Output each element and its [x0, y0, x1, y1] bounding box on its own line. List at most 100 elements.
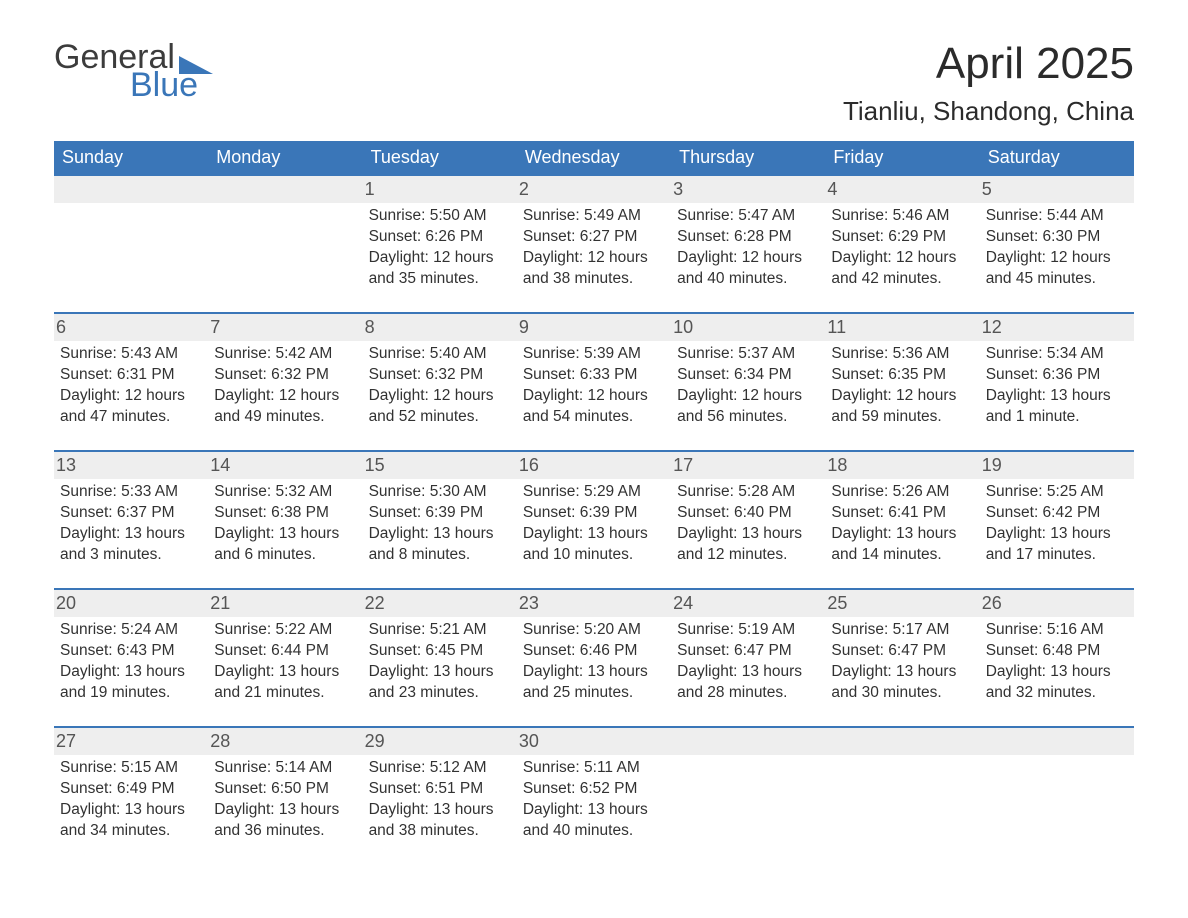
calendar-day-cell: 21Sunrise: 5:22 AMSunset: 6:44 PMDayligh…: [208, 588, 362, 726]
day-number-bar: [980, 726, 1134, 755]
daylight-text: Daylight: 13 hours and 21 minutes.: [214, 662, 356, 704]
sunset-text: Sunset: 6:47 PM: [831, 641, 973, 662]
day-number-bar: [671, 726, 825, 755]
day-number-bar: 10: [671, 312, 825, 341]
calendar-day-cell: [54, 174, 208, 312]
day-number-bar: 2: [517, 174, 671, 203]
sunrise-text: Sunrise: 5:34 AM: [986, 344, 1128, 365]
weekday-header: Wednesday: [517, 141, 671, 174]
sunset-text: Sunset: 6:32 PM: [369, 365, 511, 386]
sunrise-text: Sunrise: 5:19 AM: [677, 620, 819, 641]
day-body: Sunrise: 5:37 AMSunset: 6:34 PMDaylight:…: [677, 344, 819, 428]
day-number-bar: 23: [517, 588, 671, 617]
calendar-day-cell: 30Sunrise: 5:11 AMSunset: 6:52 PMDayligh…: [517, 726, 671, 864]
day-body: Sunrise: 5:39 AMSunset: 6:33 PMDaylight:…: [523, 344, 665, 428]
daylight-text: Daylight: 13 hours and 10 minutes.: [523, 524, 665, 566]
sunrise-text: Sunrise: 5:29 AM: [523, 482, 665, 503]
calendar-day-cell: 8Sunrise: 5:40 AMSunset: 6:32 PMDaylight…: [363, 312, 517, 450]
day-number-bar: 18: [825, 450, 979, 479]
day-body: Sunrise: 5:14 AMSunset: 6:50 PMDaylight:…: [214, 758, 356, 842]
day-body: Sunrise: 5:25 AMSunset: 6:42 PMDaylight:…: [986, 482, 1128, 566]
sunrise-text: Sunrise: 5:42 AM: [214, 344, 356, 365]
calendar-week-row: 1Sunrise: 5:50 AMSunset: 6:26 PMDaylight…: [54, 174, 1134, 312]
sunset-text: Sunset: 6:41 PM: [831, 503, 973, 524]
day-number-bar: 22: [363, 588, 517, 617]
daylight-text: Daylight: 13 hours and 3 minutes.: [60, 524, 202, 566]
sunset-text: Sunset: 6:35 PM: [831, 365, 973, 386]
day-number-bar: 12: [980, 312, 1134, 341]
sunrise-text: Sunrise: 5:28 AM: [677, 482, 819, 503]
calendar-day-cell: 9Sunrise: 5:39 AMSunset: 6:33 PMDaylight…: [517, 312, 671, 450]
day-body: Sunrise: 5:24 AMSunset: 6:43 PMDaylight:…: [60, 620, 202, 704]
daylight-text: Daylight: 13 hours and 34 minutes.: [60, 800, 202, 842]
sunset-text: Sunset: 6:26 PM: [369, 227, 511, 248]
header-row: General Blue April 2025 Tianliu, Shandon…: [54, 40, 1134, 127]
daylight-text: Daylight: 13 hours and 1 minute.: [986, 386, 1128, 428]
sunrise-text: Sunrise: 5:33 AM: [60, 482, 202, 503]
daylight-text: Daylight: 12 hours and 42 minutes.: [831, 248, 973, 290]
calendar-day-cell: 5Sunrise: 5:44 AMSunset: 6:30 PMDaylight…: [980, 174, 1134, 312]
sunrise-text: Sunrise: 5:11 AM: [523, 758, 665, 779]
sunrise-text: Sunrise: 5:44 AM: [986, 206, 1128, 227]
sunset-text: Sunset: 6:50 PM: [214, 779, 356, 800]
day-body: Sunrise: 5:47 AMSunset: 6:28 PMDaylight:…: [677, 206, 819, 290]
sunrise-text: Sunrise: 5:20 AM: [523, 620, 665, 641]
calendar-week-row: 20Sunrise: 5:24 AMSunset: 6:43 PMDayligh…: [54, 588, 1134, 726]
calendar-day-cell: 24Sunrise: 5:19 AMSunset: 6:47 PMDayligh…: [671, 588, 825, 726]
sunrise-text: Sunrise: 5:40 AM: [369, 344, 511, 365]
daylight-text: Daylight: 13 hours and 36 minutes.: [214, 800, 356, 842]
day-body: Sunrise: 5:16 AMSunset: 6:48 PMDaylight:…: [986, 620, 1128, 704]
day-number-bar: 14: [208, 450, 362, 479]
daylight-text: Daylight: 13 hours and 17 minutes.: [986, 524, 1128, 566]
day-number-bar: 29: [363, 726, 517, 755]
day-body: Sunrise: 5:21 AMSunset: 6:45 PMDaylight:…: [369, 620, 511, 704]
sunset-text: Sunset: 6:29 PM: [831, 227, 973, 248]
day-number-bar: 15: [363, 450, 517, 479]
daylight-text: Daylight: 12 hours and 59 minutes.: [831, 386, 973, 428]
daylight-text: Daylight: 12 hours and 47 minutes.: [60, 386, 202, 428]
sunset-text: Sunset: 6:37 PM: [60, 503, 202, 524]
sunrise-text: Sunrise: 5:43 AM: [60, 344, 202, 365]
sunset-text: Sunset: 6:39 PM: [523, 503, 665, 524]
calendar-day-cell: 10 Sunrise: 5:37 AMSunset: 6:34 PMDayligh…: [671, 312, 825, 450]
day-body: Sunrise: 5:46 AMSunset: 6:29 PMDaylight:…: [831, 206, 973, 290]
day-number-bar: 26: [980, 588, 1134, 617]
daylight-text: Daylight: 13 hours and 38 minutes.: [369, 800, 511, 842]
calendar-day-cell: 13Sunrise: 5:33 AMSunset: 6:37 PMDayligh…: [54, 450, 208, 588]
sunrise-text: Sunrise: 5:16 AM: [986, 620, 1128, 641]
calendar-day-cell: 4Sunrise: 5:46 AMSunset: 6:29 PMDaylight…: [825, 174, 979, 312]
calendar-day-cell: 11 Sunrise: 5:36 AMSunset: 6:35 PMDayligh…: [825, 312, 979, 450]
day-number-bar: 3: [671, 174, 825, 203]
day-number-bar: [825, 726, 979, 755]
day-body: Sunrise: 5:42 AMSunset: 6:32 PMDaylight:…: [214, 344, 356, 428]
daylight-text: Daylight: 13 hours and 12 minutes.: [677, 524, 819, 566]
calendar-day-cell: 25Sunrise: 5:17 AMSunset: 6:47 PMDayligh…: [825, 588, 979, 726]
day-body: Sunrise: 5:22 AMSunset: 6:44 PMDaylight:…: [214, 620, 356, 704]
day-number-bar: 11: [825, 312, 979, 341]
sunrise-text: Sunrise: 5:50 AM: [369, 206, 511, 227]
sunrise-text: Sunrise: 5:12 AM: [369, 758, 511, 779]
day-body: Sunrise: 5:49 AMSunset: 6:27 PMDaylight:…: [523, 206, 665, 290]
calendar-day-cell: [980, 726, 1134, 864]
location-label: Tianliu, Shandong, China: [843, 96, 1134, 127]
day-number-bar: 30: [517, 726, 671, 755]
title-block: April 2025 Tianliu, Shandong, China: [843, 40, 1134, 127]
day-body: Sunrise: 5:12 AMSunset: 6:51 PMDaylight:…: [369, 758, 511, 842]
calendar-day-cell: 29 Sunrise: 5:12 AMSunset: 6:51 PMDayligh…: [363, 726, 517, 864]
day-body: Sunrise: 5:26 AMSunset: 6:41 PMDaylight:…: [831, 482, 973, 566]
daylight-text: Daylight: 13 hours and 40 minutes.: [523, 800, 665, 842]
calendar-day-cell: 28Sunrise: 5:14 AMSunset: 6:50 PMDayligh…: [208, 726, 362, 864]
sunset-text: Sunset: 6:46 PM: [523, 641, 665, 662]
daylight-text: Daylight: 12 hours and 56 minutes.: [677, 386, 819, 428]
sunset-text: Sunset: 6:39 PM: [369, 503, 511, 524]
calendar-day-cell: 22 Sunrise: 5:21 AMSunset: 6:45 PMDayligh…: [363, 588, 517, 726]
sunset-text: Sunset: 6:47 PM: [677, 641, 819, 662]
day-body: Sunrise: 5:43 AMSunset: 6:31 PMDaylight:…: [60, 344, 202, 428]
sunrise-text: Sunrise: 5:26 AM: [831, 482, 973, 503]
day-body: Sunrise: 5:20 AMSunset: 6:46 PMDaylight:…: [523, 620, 665, 704]
day-body: Sunrise: 5:36 AMSunset: 6:35 PMDaylight:…: [831, 344, 973, 428]
sunset-text: Sunset: 6:30 PM: [986, 227, 1128, 248]
sunrise-text: Sunrise: 5:22 AM: [214, 620, 356, 641]
calendar-day-cell: [671, 726, 825, 864]
calendar-day-cell: 17Sunrise: 5:28 AMSunset: 6:40 PMDayligh…: [671, 450, 825, 588]
